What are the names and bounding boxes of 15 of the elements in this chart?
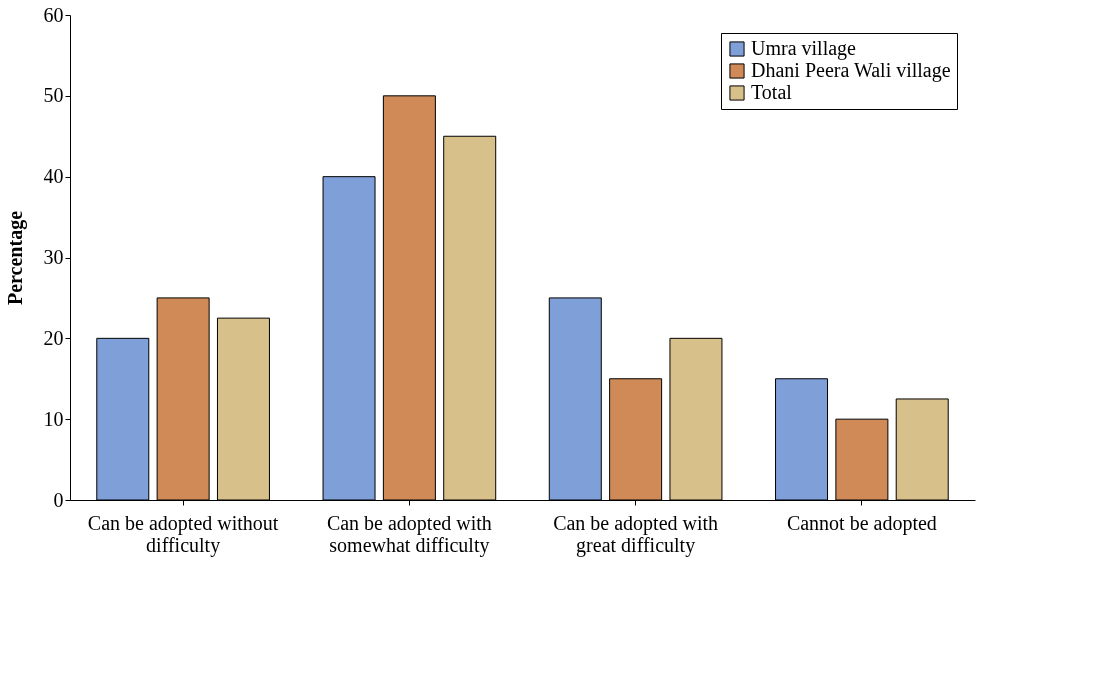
legend-label: Dhani Peera Wali village: [751, 59, 951, 82]
y-tick-label: 50: [43, 84, 64, 107]
y-tick-label: 0: [53, 488, 64, 511]
y-tick-label: 10: [43, 407, 64, 430]
x-tick-label: Can be adopted without difficulty: [87, 511, 279, 557]
y-tick-label: 60: [43, 3, 64, 26]
x-tick-label: Can be adopted with somewhat difficulty: [326, 511, 492, 557]
y-axis-title: Percentage: [3, 210, 27, 306]
legend-label: Umra village: [751, 37, 857, 60]
legend-label: Total: [751, 81, 793, 103]
x-tick-label: Can be adopted with great difficulty: [553, 511, 719, 557]
y-tick-label: 30: [43, 246, 64, 268]
x-tick-label: Cannot be adopted: [786, 511, 937, 535]
y-tick-label: 20: [43, 326, 64, 349]
y-tick-label: 40: [43, 165, 64, 188]
